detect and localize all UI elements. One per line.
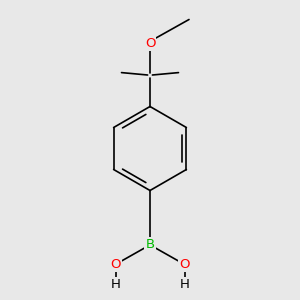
Text: O: O xyxy=(145,37,155,50)
Text: O: O xyxy=(110,257,121,271)
Text: H: H xyxy=(180,278,189,291)
Text: O: O xyxy=(179,257,190,271)
Text: H: H xyxy=(111,278,120,291)
Text: B: B xyxy=(146,238,154,251)
